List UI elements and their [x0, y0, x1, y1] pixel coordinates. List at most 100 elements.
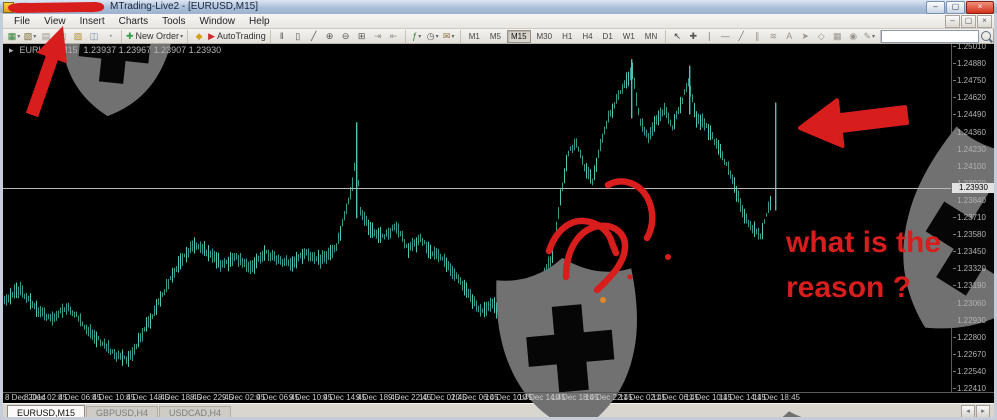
templates-button[interactable]: ✉ ▾	[441, 30, 457, 43]
bar-chart-button[interactable]: ‖	[274, 30, 290, 43]
chart-tab-eurusd-m15[interactable]: EURUSD,M15	[7, 405, 86, 420]
periods-button[interactable]: ◷ ▾	[425, 30, 441, 43]
zoom-in-button[interactable]: ⊕	[322, 30, 338, 43]
pencil-icon: ✎	[863, 30, 871, 41]
crosshair-icon: ✚	[689, 30, 697, 41]
search-icon[interactable]	[981, 31, 992, 41]
chart-symbol-label: EURUSD,M15	[19, 45, 78, 55]
new-order-button[interactable]: ✚ New Order ▾	[125, 30, 184, 43]
mdi-restore-button[interactable]: ▢	[961, 14, 976, 28]
menu-file[interactable]: File	[14, 15, 31, 27]
price-axis-label: 1.24360	[953, 127, 986, 137]
trendline-button[interactable]: ╱	[733, 30, 749, 43]
timeframe-m5-button[interactable]: M5	[489, 31, 501, 41]
menu-tools[interactable]: Tools	[162, 15, 186, 27]
chart-tab-gbpusd-h4[interactable]: GBPUSD,H4	[86, 406, 159, 420]
timeframe-w1-button[interactable]: W1	[622, 31, 635, 41]
auto-scroll-button[interactable]: ⇥	[370, 30, 386, 43]
market-watch-button[interactable]: ▤	[38, 30, 54, 43]
toolbar-group-standard: ▦ ▾ ▧ ▾ ▤ ▥ ▨ ◫ ◔	[3, 29, 122, 43]
terminal-button[interactable]: ◫	[86, 30, 102, 43]
arrow-tools-button[interactable]: ➤	[797, 30, 813, 43]
timeframe-m15-button[interactable]: M15	[506, 29, 531, 43]
candlestick-icon: ▯	[295, 30, 301, 41]
price-axis-label: 1.24750	[953, 76, 986, 86]
indicators-button[interactable]: ƒ ▾	[409, 30, 425, 43]
timeframe-d1-button[interactable]: D1	[602, 31, 613, 41]
autotrading-icon: ▶	[208, 30, 215, 41]
search-input[interactable]	[881, 29, 980, 43]
strategy-tester-button[interactable]: ◔	[102, 30, 118, 43]
menu-charts[interactable]: Charts	[118, 15, 149, 27]
toolbar-group-timeframes: M1 M5 M15 M30 H1 H4 D1 W1 MN	[461, 29, 667, 43]
close-button[interactable]: ×	[966, 1, 994, 14]
crosshair-button[interactable]: ✚	[685, 30, 701, 43]
price-axis-label: 1.23450	[953, 247, 986, 257]
timeframe-m30-button[interactable]: M30	[536, 31, 553, 41]
shapes-button[interactable]: ◇	[813, 30, 829, 43]
mdi-minimize-button[interactable]: –	[945, 14, 960, 28]
navigator-button[interactable]: ▨	[70, 30, 86, 43]
chart-area[interactable]	[3, 44, 994, 403]
maximize-button[interactable]: ▢	[946, 1, 965, 14]
eye-icon: ◉	[849, 30, 858, 41]
expert-advisors-button[interactable]: ◆	[191, 30, 207, 43]
horizontal-line-button[interactable]: ―	[717, 30, 733, 43]
text-label-button[interactable]: A	[781, 30, 797, 43]
timeframe-mn-button[interactable]: MN	[644, 31, 658, 41]
data-window-button[interactable]: ▥	[54, 30, 70, 43]
title-bar: MTrading-Live2 - [EURUSD,M15] – ▢ ×	[0, 0, 997, 14]
chart-collapse-icon[interactable]: ▸	[9, 45, 14, 55]
chart-tab-usdcad-h4[interactable]: USDCAD,H4	[159, 406, 232, 420]
chart-shift-button[interactable]: ⇤	[386, 30, 402, 43]
fibonacci-button[interactable]: ≋	[765, 30, 781, 43]
time-axis-label: 11 Dec 14:45	[719, 393, 766, 402]
window-title: MTrading-Live2 - [EURUSD,M15]	[110, 1, 259, 12]
profiles-button[interactable]: ▧ ▾	[22, 30, 38, 43]
menu-view[interactable]: View	[44, 15, 66, 27]
menu-bar-items: File View Insert Charts Tools Window Help	[7, 15, 277, 28]
time-axis-label: 11 Dec 06:45	[652, 393, 699, 402]
chart-header: ▸ EURUSD,M15 1.23937 1.23967 1.23907 1.239…	[9, 45, 221, 56]
chart-tabs: EURUSD,M15 GBPUSD,H4 USDCAD,H4	[7, 405, 232, 420]
timeframe-h4-button[interactable]: H4	[582, 31, 593, 41]
timeframe-m1-button[interactable]: M1	[468, 31, 480, 41]
expert-advisors-icon: ◆	[195, 30, 203, 41]
toolbar: ▦ ▾ ▧ ▾ ▤ ▥ ▨ ◫ ◔ ✚ New Order ▾ ◆ ▶ AutoTrading ‖ ▯ ╱ ⊕ ⊖ ⊞ ⇥…	[3, 29, 997, 44]
zoom-out-button[interactable]: ⊖	[338, 30, 354, 43]
equidistant-channel-button[interactable]: ∥	[749, 30, 765, 43]
grid-button[interactable]: ▦	[829, 30, 845, 43]
pencil-button[interactable]: ✎ ▾	[861, 30, 877, 43]
time-axis-label: 9 Dec 10:45	[289, 393, 333, 402]
toolbar-group-order: ✚ New Order ▾	[122, 29, 189, 43]
trendline-icon: ╱	[738, 30, 744, 41]
line-chart-button[interactable]: ╱	[306, 30, 322, 43]
cursor-button[interactable]: ↖	[669, 30, 685, 43]
new-chart-button[interactable]: ▦ ▾	[6, 30, 22, 43]
autotrading-label: AutoTrading	[217, 31, 266, 41]
menu-help[interactable]: Help	[249, 15, 270, 27]
price-axis[interactable]: 1.25010 1.24880 1.24750 1.24620 1.24490 1.243…	[952, 0, 997, 420]
eye-button[interactable]: ◉	[845, 30, 861, 43]
zoom-out-icon: ⊖	[341, 30, 350, 41]
price-axis-label: 1.24100	[953, 161, 986, 171]
time-axis-label: 11 Dec 10:45	[685, 393, 732, 402]
dropdown-caret-icon: ▾	[180, 33, 184, 40]
profiles-icon: ▧	[23, 30, 33, 41]
timeframe-h1-button[interactable]: H1	[562, 31, 573, 41]
mdi-close-button[interactable]: ×	[977, 14, 992, 28]
vertical-line-button[interactable]: ∣	[701, 30, 717, 43]
price-axis-label: 1.22540	[953, 366, 986, 376]
minimize-button[interactable]: –	[926, 1, 945, 14]
tile-windows-button[interactable]: ⊞	[354, 30, 370, 43]
time-axis-label: 9 Dec 02:45	[222, 393, 266, 402]
candlestick-button[interactable]: ▯	[290, 30, 306, 43]
menu-window[interactable]: Window	[199, 15, 236, 27]
time-axis-label: 8 Dec 10:45	[92, 393, 136, 402]
autotrading-button[interactable]: ▶ AutoTrading	[207, 30, 267, 43]
bid-price-line	[3, 188, 951, 189]
terminal-icon: ◫	[89, 30, 99, 41]
time-axis[interactable]: 8 Dec 2014 8 Dec 02:45 8 Dec 06:45 8 Dec 10…	[3, 393, 994, 403]
menu-insert[interactable]: Insert	[79, 15, 105, 27]
navigator-icon: ▨	[73, 30, 83, 41]
